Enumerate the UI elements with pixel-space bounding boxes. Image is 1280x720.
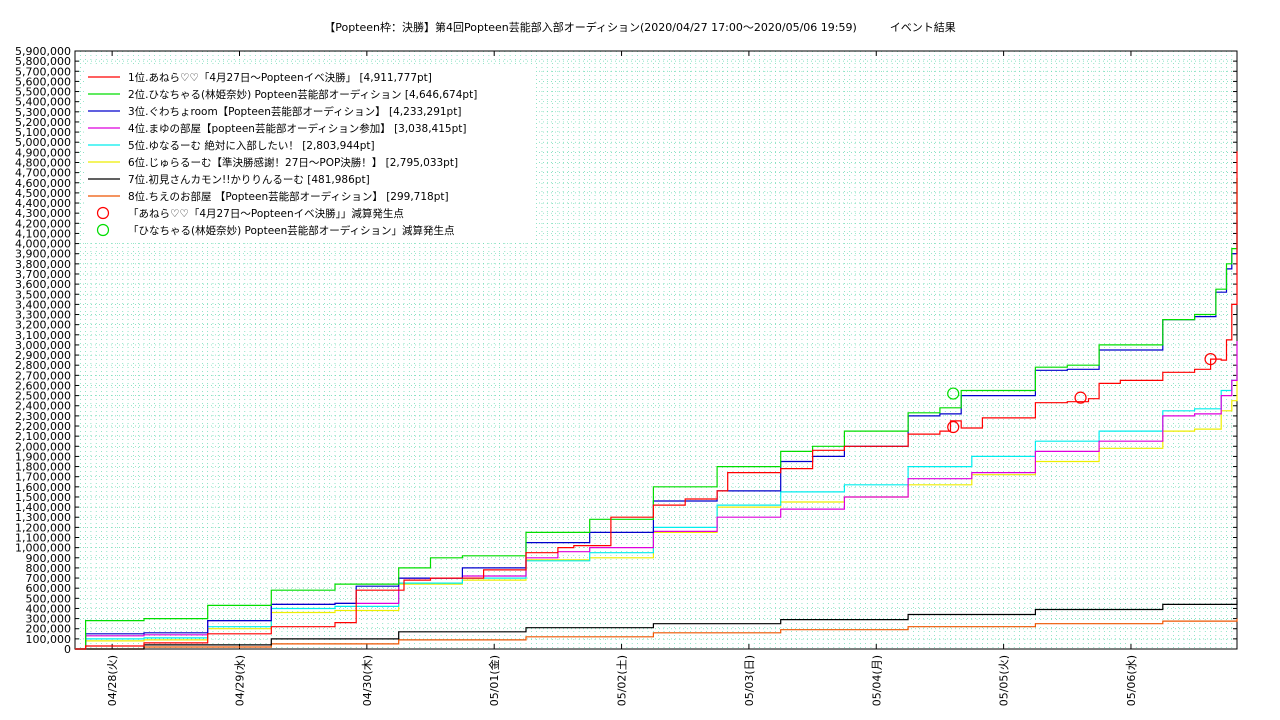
y-tick-label: 4,100,000	[15, 227, 71, 240]
y-tick-label: 1,200,000	[15, 521, 71, 534]
legend-label-6: 6位.じゅらるーむ【準決勝感謝！27日～POP決勝！】 [2,795,033pt…	[128, 156, 458, 169]
chart-title: 【Popteen枠：決勝】第4回Popteen芸能部入部オーディション(2020…	[324, 21, 956, 34]
y-tick-label: 3,100,000	[15, 329, 71, 342]
y-tick-label: 2,500,000	[15, 390, 71, 403]
y-tick-label: 5,200,000	[15, 116, 71, 129]
y-tick-label: 3,400,000	[15, 298, 71, 311]
y-tick-label: 4,700,000	[15, 167, 71, 180]
x-tick-label: 05/01(金)	[487, 655, 501, 706]
decrement-marker-1	[1204, 353, 1217, 366]
legend-label-7: 7位.初見さんカモン!!かりりんるーむ [481,986pt]	[128, 173, 370, 186]
y-tick-label: 400,000	[26, 602, 72, 615]
y-tick-label: 3,600,000	[15, 278, 71, 291]
legend-marker-label-2: 「ひなちゃる(林姫奈妙) Popteen芸能部オーディション」減算発生点	[128, 224, 455, 237]
x-tick-label: 05/03(日)	[743, 655, 756, 706]
y-tick-label: 5,500,000	[15, 86, 71, 99]
y-tick-label: 4,900,000	[15, 146, 71, 159]
y-tick-label: 4,300,000	[15, 207, 71, 220]
series-line-4	[75, 341, 1238, 650]
series-line-8	[75, 618, 1238, 650]
y-tick-label: 4,200,000	[15, 217, 71, 230]
y-tick-label: 5,000,000	[15, 136, 71, 149]
y-tick-label: 1,300,000	[15, 511, 71, 524]
y-tick-label: 5,300,000	[15, 106, 71, 119]
y-tick-label: 0	[64, 643, 71, 656]
legend-marker-label-1: 「あねら♡♡「4月27日～Popteenイベ決勝」」減算発生点	[128, 207, 404, 220]
x-tick-label: 04/30(木)	[361, 655, 374, 706]
y-tick-label: 3,900,000	[15, 248, 71, 261]
y-tick-label: 3,800,000	[15, 258, 71, 271]
y-tick-label: 3,300,000	[15, 309, 71, 322]
y-tick-label: 900,000	[26, 552, 72, 565]
legend-label-5: 5位.ゆなるーむ 絶対に入部したい！ [2,803,944pt]	[128, 139, 375, 152]
y-tick-label: 700,000	[26, 572, 72, 585]
y-tick-label: 1,800,000	[15, 461, 71, 474]
legend-label-8: 8位.ちえのお部屋 【Popteen芸能部オーディション】 [299,718pt…	[128, 190, 449, 203]
y-tick-label: 2,100,000	[15, 430, 71, 443]
y-tick-label: 2,000,000	[15, 440, 71, 453]
y-tick-label: 4,800,000	[15, 156, 71, 169]
decrement-marker-1	[947, 420, 960, 434]
legend-label-1: 1位.あねら♡♡「4月27日～Popteenイベ決勝」 [4,911,777pt…	[128, 71, 432, 84]
decrement-marker-1	[1074, 391, 1087, 404]
y-tick-label: 5,800,000	[15, 55, 71, 68]
y-tick-label: 2,900,000	[15, 349, 71, 362]
y-tick-label: 4,500,000	[15, 187, 71, 200]
y-tick-label: 4,400,000	[15, 197, 71, 210]
y-tick-label: 5,600,000	[15, 75, 71, 88]
x-tick-label: 05/05(火)	[998, 655, 1011, 706]
y-tick-label: 5,400,000	[15, 96, 71, 109]
legend-label-4: 4位.まゆの部屋【popteen芸能部オーディション参加】 [3,038,415…	[128, 122, 466, 135]
y-tick-label: 1,000,000	[15, 542, 71, 555]
y-tick-label: 5,900,000	[15, 45, 71, 58]
y-tick-label: 800,000	[26, 562, 72, 575]
y-tick-label: 500,000	[26, 592, 72, 605]
y-tick-label: 1,900,000	[15, 450, 71, 463]
y-tick-label: 2,700,000	[15, 369, 71, 382]
x-tick-label: 05/02(土)	[616, 655, 629, 706]
legend-marker-2	[96, 223, 110, 237]
y-tick-label: 4,000,000	[15, 238, 71, 251]
y-tick-label: 4,600,000	[15, 177, 71, 190]
y-tick-label: 300,000	[26, 613, 72, 626]
y-tick-label: 600,000	[26, 582, 72, 595]
y-tick-label: 200,000	[26, 623, 72, 636]
series-line-1	[75, 151, 1238, 650]
legend-box	[84, 64, 536, 242]
y-tick-label: 5,700,000	[15, 65, 71, 78]
y-tick-label: 3,700,000	[15, 268, 71, 281]
y-tick-label: 1,600,000	[15, 481, 71, 494]
y-tick-label: 1,400,000	[15, 501, 71, 514]
y-tick-label: 1,500,000	[15, 491, 71, 504]
y-tick-label: 100,000	[26, 633, 72, 646]
legend-label-2: 2位.ひなちゃる(林姫奈妙) Popteen芸能部オーディション [4,646,…	[128, 88, 477, 101]
series-line-7	[75, 600, 1238, 650]
x-tick-label: 04/28(火)	[106, 655, 119, 706]
y-tick-label: 2,300,000	[15, 410, 71, 423]
y-tick-label: 2,800,000	[15, 359, 71, 372]
x-tick-label: 04/29(水)	[233, 655, 246, 706]
y-tick-label: 5,100,000	[15, 126, 71, 139]
x-tick-label: 05/06(水)	[1125, 655, 1138, 706]
y-tick-label: 1,100,000	[15, 532, 71, 545]
decrement-marker-2	[947, 387, 960, 400]
y-tick-label: 2,200,000	[15, 420, 71, 433]
y-tick-label: 2,400,000	[15, 400, 71, 413]
legend-marker-1	[96, 206, 110, 220]
y-tick-label: 3,200,000	[15, 319, 71, 332]
y-tick-label: 3,000,000	[15, 339, 71, 352]
x-tick-label: 05/04(月)	[870, 655, 883, 706]
legend-label-3: 3位.ぐわちょroom【Popteen芸能部オーディション】 [4,233,29…	[128, 105, 461, 118]
y-tick-label: 3,500,000	[15, 288, 71, 301]
y-tick-label: 2,600,000	[15, 379, 71, 392]
y-tick-label: 1,700,000	[15, 471, 71, 484]
